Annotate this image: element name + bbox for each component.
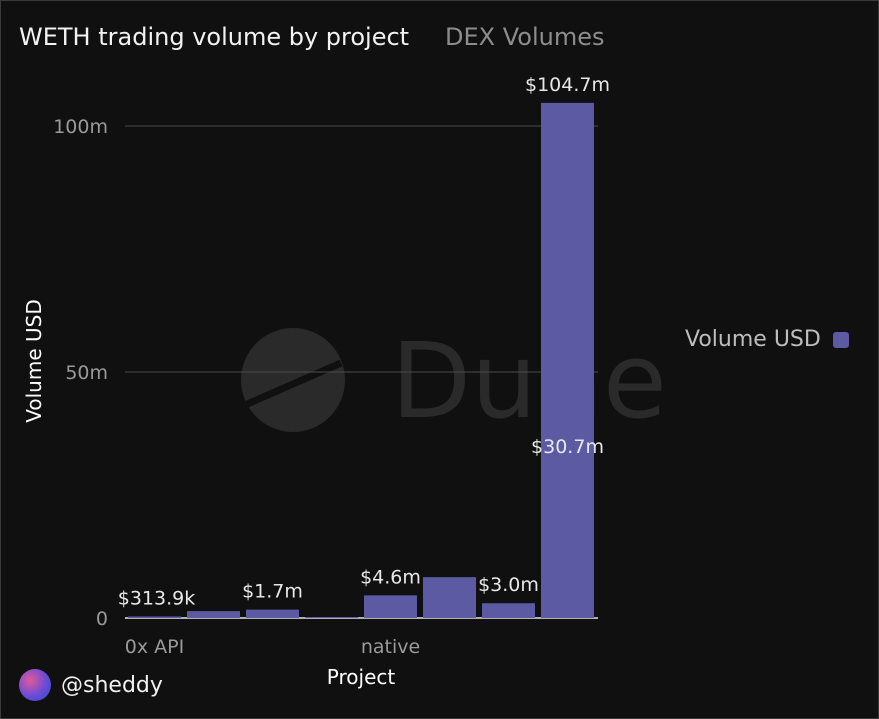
bar[interactable] (305, 617, 358, 618)
x-axis-ticks: 0x API native (125, 636, 420, 658)
legend[interactable]: Volume USD (685, 327, 849, 352)
bar-value-label: $4.6m (360, 566, 421, 588)
chart-title: WETH trading volume by project (19, 23, 410, 51)
dune-logo-stripe (243, 359, 343, 409)
avatar (19, 669, 51, 701)
chart-subtitle[interactable]: DEX Volumes (445, 23, 605, 51)
bar-value-label: $104.7m (525, 74, 610, 96)
bar-labels: $313.9k $1.7m $4.6m $3.0m $104.7m $30.7m (118, 74, 610, 610)
x-axis-label: Project (327, 665, 396, 689)
y-tick-label: 0 (96, 608, 108, 630)
bar[interactable] (541, 102, 594, 619)
legend-label: Volume USD (685, 327, 821, 352)
bars (128, 102, 594, 619)
author-handle: @sheddy (61, 672, 163, 698)
y-axis-ticks: 0 50m 100m (53, 116, 108, 630)
legend-swatch (832, 331, 849, 348)
bar[interactable] (187, 611, 240, 618)
bar[interactable] (423, 577, 476, 618)
bar-value-label: $313.9k (118, 587, 195, 609)
bar-annotation-label: $30.7m (531, 436, 604, 458)
bar[interactable] (364, 595, 417, 618)
dune-watermark-text: Dune (391, 320, 667, 442)
x-tick-label: native (361, 636, 420, 658)
bar-value-label: $3.0m (478, 574, 539, 596)
y-tick-label: 100m (53, 116, 108, 138)
gridlines (125, 125, 598, 619)
bar[interactable] (482, 603, 535, 618)
dune-watermark: Dune (241, 320, 667, 442)
dune-logo-icon (241, 328, 345, 432)
bar-value-label: $1.7m (242, 581, 303, 603)
author-badge[interactable]: @sheddy (19, 669, 163, 701)
bar[interactable] (246, 609, 299, 618)
y-tick-label: 50m (65, 362, 108, 384)
bar[interactable] (128, 616, 181, 618)
x-tick-label: 0x API (125, 636, 184, 658)
y-axis-label: Volume USD (22, 299, 46, 422)
